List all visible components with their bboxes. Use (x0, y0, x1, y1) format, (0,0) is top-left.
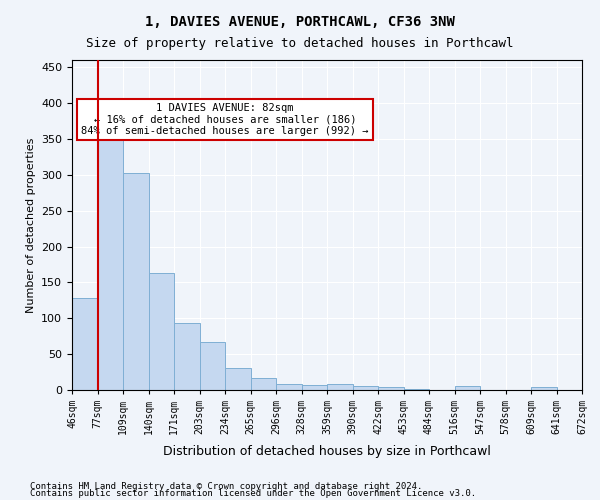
Bar (455, 386, 480, 390)
Bar (531, 387, 557, 390)
Bar (302, 385, 327, 390)
Bar (327, 384, 353, 390)
Bar (276, 384, 302, 390)
Bar (149, 273, 174, 390)
Text: 1, DAVIES AVENUE, PORTHCAWL, CF36 3NW: 1, DAVIES AVENUE, PORTHCAWL, CF36 3NW (145, 15, 455, 29)
Text: Contains HM Land Registry data © Crown copyright and database right 2024.: Contains HM Land Registry data © Crown c… (30, 482, 422, 491)
Bar (123, 172, 149, 390)
Text: Contains public sector information licensed under the Open Government Licence v3: Contains public sector information licen… (30, 490, 476, 498)
Y-axis label: Number of detached properties: Number of detached properties (26, 138, 35, 312)
X-axis label: Distribution of detached houses by size in Porthcawl: Distribution of detached houses by size … (163, 446, 491, 458)
Text: Size of property relative to detached houses in Porthcawl: Size of property relative to detached ho… (86, 38, 514, 51)
Bar (353, 386, 378, 390)
Bar (225, 368, 251, 390)
Bar (174, 324, 199, 390)
Bar (72, 298, 97, 390)
Text: 1 DAVIES AVENUE: 82sqm
← 16% of detached houses are smaller (186)
84% of semi-de: 1 DAVIES AVENUE: 82sqm ← 16% of detached… (81, 103, 369, 136)
Bar (199, 342, 225, 390)
Bar (251, 378, 276, 390)
Bar (378, 387, 404, 390)
Bar (97, 128, 123, 390)
